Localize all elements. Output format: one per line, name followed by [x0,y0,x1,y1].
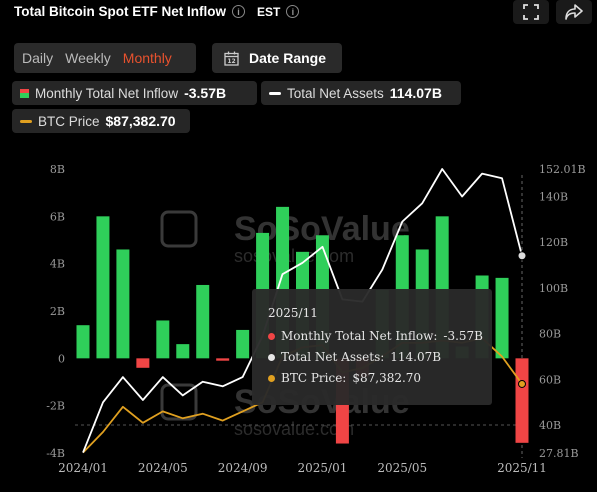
left-axis-tick-label: 2B [50,305,65,318]
inflow-bar [156,320,170,359]
left-axis-tick-label: 8B [50,163,65,176]
legend-assets[interactable]: Total Net Assets 114.07B [261,81,461,105]
tooltip-inflow-label: Monthly Total Net Inflow: [281,329,438,343]
inflow-bar [96,216,110,359]
inflow-bar [116,249,130,359]
chart-tooltip: 2025/11 Monthly Total Net Inflow: -3.57B… [252,289,492,405]
period-tabs: Daily Weekly Monthly [14,43,196,73]
assets-hover-point [517,251,527,261]
assets-dot-icon [268,353,275,361]
tab-daily[interactable]: Daily [22,50,54,66]
chart-header: Total Bitcoin Spot ETF Net Inflow i EST … [14,4,300,19]
btc-line-swatch-icon [20,119,32,123]
left-axis-tick-label: -4B [46,447,65,460]
left-axis-tick-label: 6B [50,210,65,223]
tooltip-assets-label: Total Net Assets: [281,350,385,364]
right-axis-tick-label: 120B [539,236,568,249]
inflow-bar [515,358,529,443]
x-axis-tick-label: 2024/01 [58,461,108,475]
legend-assets-value: 114.07B [389,85,442,101]
share-button[interactable] [556,0,592,24]
left-axis-tick-label: -2B [46,400,65,413]
watermark-url: sosovalue.com [234,246,354,266]
fullscreen-button[interactable] [513,0,549,24]
tooltip-inflow-value: -3.57B [443,329,483,343]
x-axis-tick-label: 2024/05 [138,461,188,475]
tooltip-btc-label: BTC Price: [281,371,347,385]
tooltip-row-inflow: Monthly Total Net Inflow: -3.57B [268,329,483,343]
inflow-bar [216,358,230,361]
tab-monthly[interactable]: Monthly [117,50,178,66]
right-axis-tick-label: 100B [539,282,568,295]
legend-inflow[interactable]: Monthly Total Net Inflow -3.57B [12,81,257,105]
inflow-bar [495,277,509,359]
x-axis-tick-label: 2025/11 [497,461,547,475]
assets-line-swatch-icon [269,91,281,95]
timezone-label: EST [256,4,281,19]
tooltip-title: 2025/11 [268,306,318,320]
inflow-dot-icon [268,332,275,340]
legend-btc-label: BTC Price [38,113,100,129]
right-axis-tick-label: 80B [539,328,561,341]
inflow-bar [196,284,210,359]
legend-inflow-label: Monthly Total Net Inflow [35,85,179,101]
x-axis-tick-label: 2024/09 [218,461,268,475]
right-axis-tick-label: 40B [539,419,561,432]
watermark-logo-icon [160,210,198,248]
tooltip-row-assets: Total Net Assets: 114.07B [268,350,441,364]
tooltip-assets-value: 114.07B [390,350,442,364]
btc-dot-icon [268,374,275,382]
timezone-info-icon[interactable]: i [286,5,300,18]
inflow-bar [176,344,190,359]
legend-btc[interactable]: BTC Price $87,382.70 [12,109,190,133]
svg-text:12: 12 [227,58,235,65]
info-icon[interactable]: i [231,5,245,18]
right-axis-tick-label: 60B [539,373,561,386]
tooltip-btc-value: $87,382.70 [352,371,422,385]
left-axis-tick-label: 4B [50,258,65,271]
tab-monthly-label: Monthly [122,50,172,66]
bar-swatch-icon [20,88,29,98]
inflow-bar [76,325,90,359]
x-axis-tick-label: 2025/01 [298,461,348,475]
right-axis-tick-label: 27.81B [539,447,579,460]
left-axis-tick-label: 0 [58,352,65,365]
inflow-bar [236,329,250,359]
watermark-url: sosovalue.com [234,419,354,439]
right-axis-tick-label: 140B [539,190,568,203]
legend-inflow-value: -3.57B [184,85,227,101]
tab-weekly[interactable]: Weekly [65,50,111,66]
watermark-logo-icon [160,383,198,421]
legend-btc-value: $87,382.70 [105,113,176,129]
tooltip-row-btc: BTC Price: $87,382.70 [268,371,421,385]
inflow-bar [136,358,150,368]
calendar-icon: 12 [224,51,239,66]
x-axis-tick-label: 2025/05 [377,461,427,475]
share-icon [565,4,583,20]
fullscreen-icon [523,4,539,20]
right-axis-tick-label: 152.01B [539,163,586,176]
date-range-button[interactable]: 12 Date Range [212,43,342,73]
btc-hover-point [518,379,526,388]
chart-title: Total Bitcoin Spot ETF Net Inflow [14,4,226,19]
total-net-assets-line [82,168,523,453]
legend-assets-label: Total Net Assets [287,85,384,101]
date-range-label: Date Range [249,50,327,66]
